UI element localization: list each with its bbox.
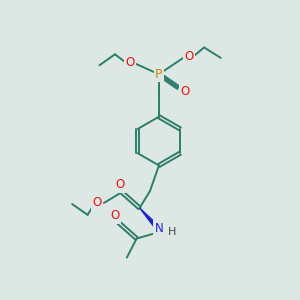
Text: P: P: [155, 68, 163, 81]
Text: H: H: [168, 227, 176, 237]
Text: O: O: [180, 85, 189, 98]
Text: O: O: [116, 178, 125, 191]
Text: O: O: [184, 50, 194, 63]
Text: O: O: [111, 209, 120, 222]
Text: O: O: [125, 56, 134, 69]
Polygon shape: [140, 208, 158, 228]
Text: N: N: [154, 222, 163, 235]
Text: O: O: [93, 196, 102, 209]
